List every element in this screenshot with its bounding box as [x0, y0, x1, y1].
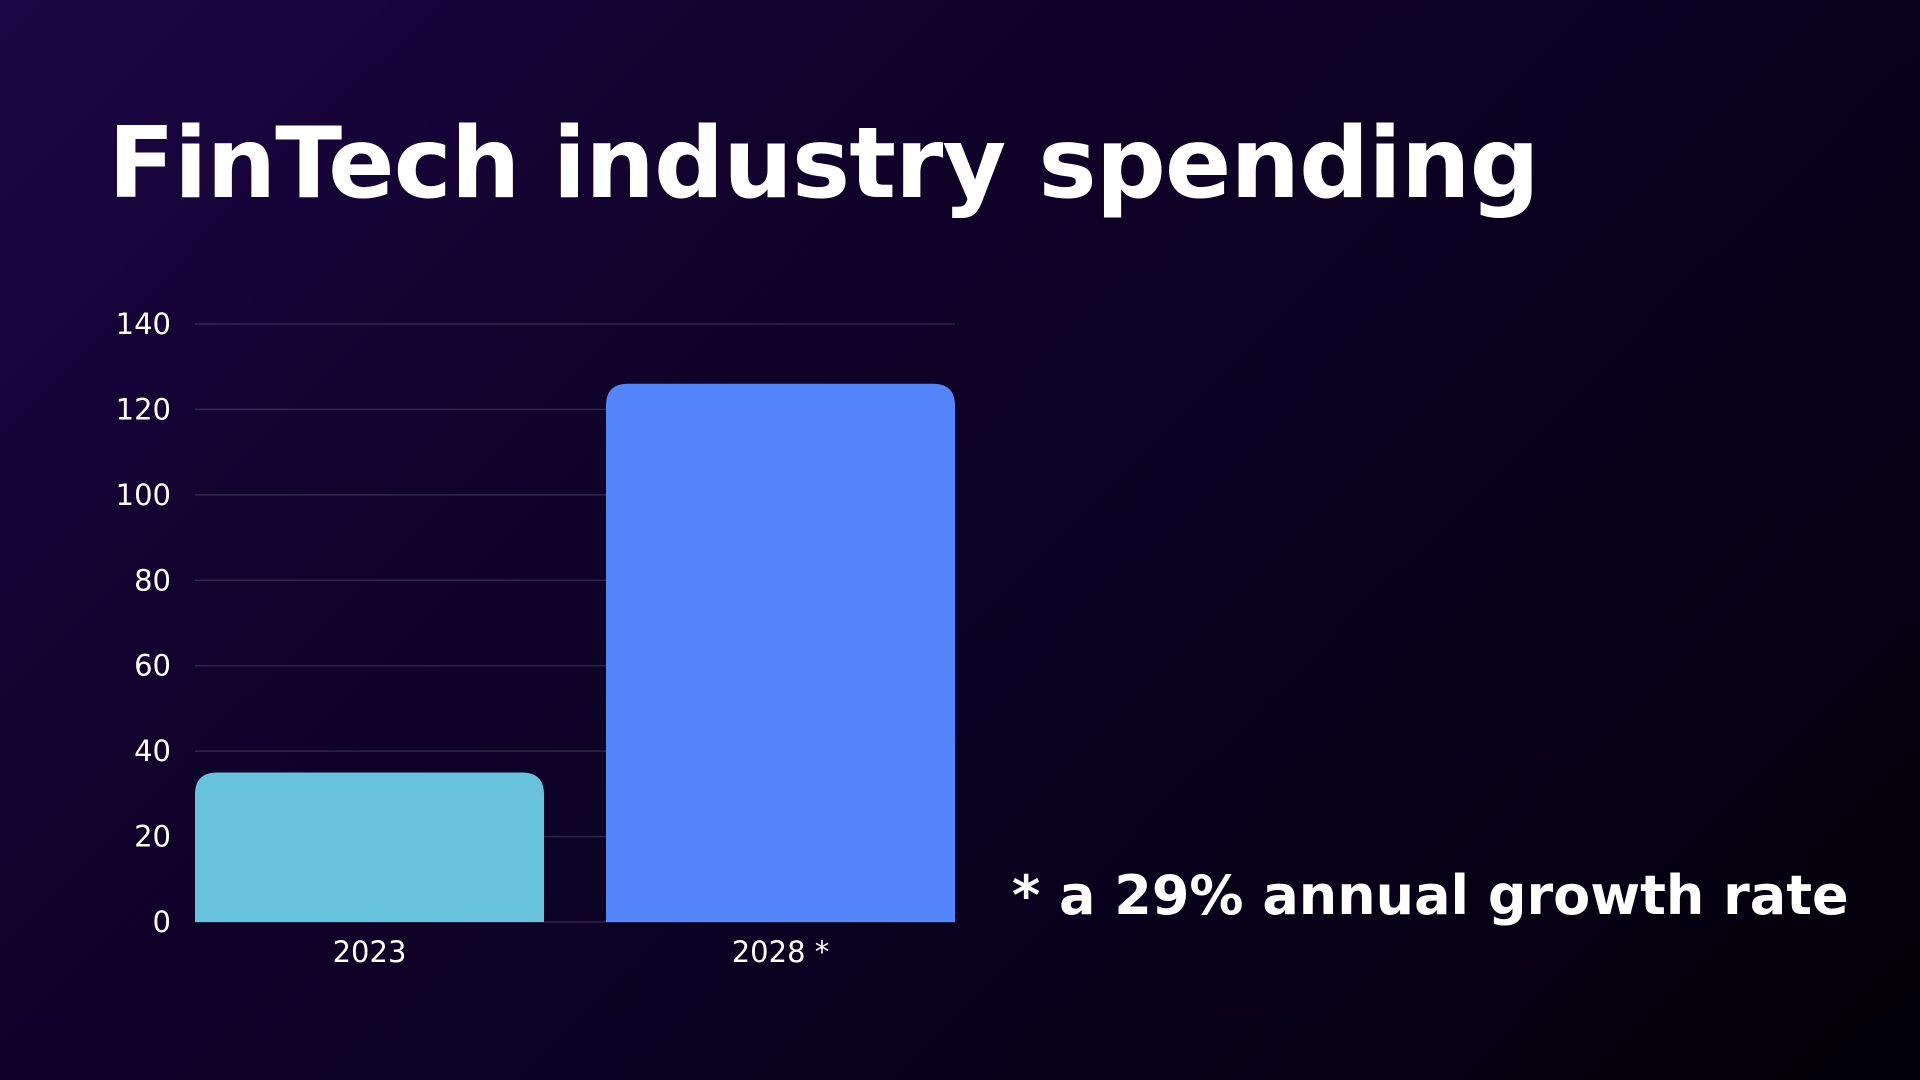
- y-tick-label: 80: [134, 563, 171, 597]
- bar-2028: [606, 383, 955, 922]
- bars: [195, 383, 955, 922]
- y-tick-label: 140: [116, 307, 171, 341]
- page-title: FinTech industry spending: [108, 107, 1540, 221]
- x-tick-label: 2028 *: [732, 935, 830, 969]
- y-tick-label: 0: [153, 905, 171, 939]
- growth-footnote: * a 29% annual growth rate: [1012, 864, 1849, 927]
- y-tick-label: 120: [116, 392, 171, 426]
- y-tick-label: 60: [134, 649, 171, 683]
- x-axis-ticks: 2023 2028 *: [333, 935, 830, 969]
- y-axis-ticks: 0 20 40 60 80 100 120 140: [116, 307, 171, 939]
- x-tick-label: 2023: [333, 935, 407, 969]
- bar-2023: [195, 772, 544, 922]
- y-tick-label: 40: [134, 734, 171, 768]
- y-tick-label: 100: [116, 478, 171, 512]
- y-tick-label: 20: [134, 820, 171, 854]
